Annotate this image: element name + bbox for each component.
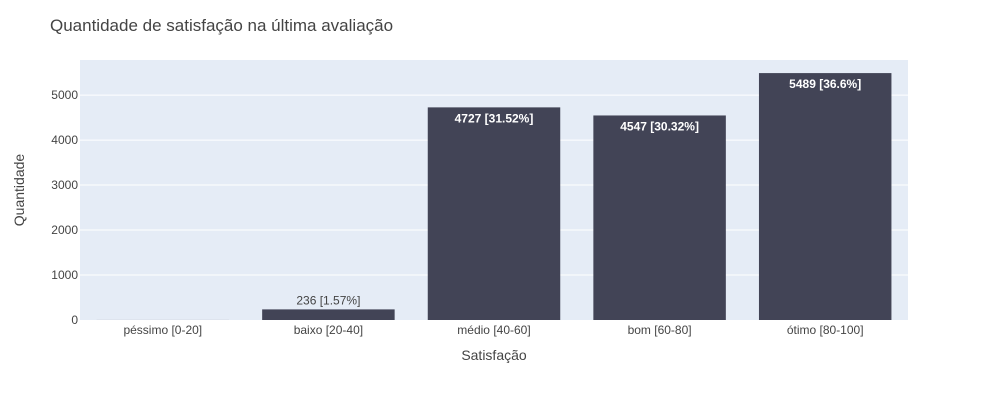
y-axis-ticks: 0 1000 2000 3000 4000 5000 xyxy=(51,88,78,327)
bar-data-label: 4727 [31.52%] xyxy=(455,111,534,125)
bar xyxy=(593,115,726,320)
y-tick-label: 0 xyxy=(71,313,78,327)
bar xyxy=(262,309,395,320)
bar-labels: 236 [1.57%] 4727 [31.52%] 4547 [30.32%] 548… xyxy=(296,77,861,307)
x-axis-ticks: péssimo [0-20] baixo [20-40] médio [40-60]… xyxy=(123,323,863,337)
y-tick-label: 3000 xyxy=(51,178,78,192)
y-axis-title: Quantidade xyxy=(11,154,27,227)
bars xyxy=(96,73,892,320)
y-tick-label: 5000 xyxy=(51,88,78,102)
x-tick-label: péssimo [0-20] xyxy=(123,323,202,337)
x-tick-label: médio [40-60] xyxy=(457,323,530,337)
y-tick-label: 4000 xyxy=(51,133,78,147)
x-tick-label: bom [60-80] xyxy=(628,323,692,337)
y-tick-label: 2000 xyxy=(51,223,78,237)
bar-data-label: 4547 [30.32%] xyxy=(620,119,699,133)
bar xyxy=(758,73,892,320)
bar-data-label: 236 [1.57%] xyxy=(296,293,360,307)
bar xyxy=(427,107,561,320)
bar-data-label: 5489 [36.6%] xyxy=(789,77,861,91)
x-tick-label: ótimo [80-100] xyxy=(787,323,864,337)
x-axis-title: Satisfação xyxy=(461,347,527,363)
y-tick-label: 1000 xyxy=(51,268,78,282)
chart-title: Quantidade de satisfação na última avali… xyxy=(50,16,393,35)
x-tick-label: baixo [20-40] xyxy=(294,323,363,337)
